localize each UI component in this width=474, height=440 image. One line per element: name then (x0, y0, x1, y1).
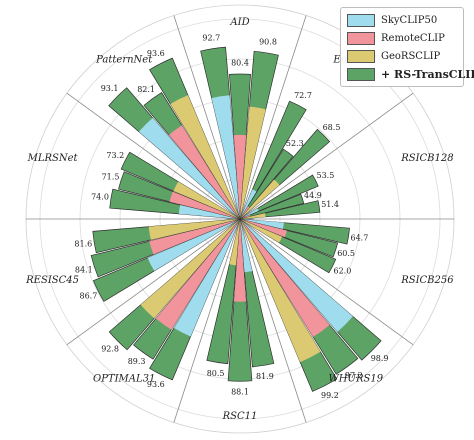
value-label: 52.3 (286, 139, 304, 148)
bar-remoteclip (240, 219, 330, 337)
value-label: 60.5 (337, 249, 355, 258)
bar-skyclip50 (211, 95, 240, 219)
bar-remoteclip (169, 191, 240, 219)
bar-georsclip (148, 219, 240, 240)
bar-georsclip (229, 219, 240, 266)
sector-spoke (239, 15, 307, 220)
value-label: 93.1 (101, 84, 119, 93)
bar-rs-transclip (239, 100, 307, 220)
bar-georsclip (240, 179, 280, 219)
value-label: 82.1 (137, 85, 155, 94)
category-label: RSC11 (222, 411, 258, 422)
legend-item-georsclip: GeoRSCLIP (347, 47, 457, 65)
bar-remoteclip (149, 219, 240, 255)
legend-swatch (347, 31, 375, 45)
sector-spoke (66, 92, 241, 220)
sector-spoke (66, 218, 241, 346)
value-label: 51.4 (321, 200, 339, 209)
bar-remoteclip (168, 125, 240, 219)
bar-remoteclip (233, 219, 247, 302)
legend-swatch (347, 49, 375, 63)
value-label: 86.7 (79, 292, 97, 301)
category-label: OPTIMAL31 (93, 373, 155, 384)
value-label: 92.8 (101, 344, 119, 353)
value-label: 74.0 (91, 192, 109, 201)
legend-item-skyclip50: SkyCLIP50 (347, 11, 457, 29)
bar-skyclip50 (240, 219, 353, 332)
value-label: 90.8 (259, 37, 277, 46)
value-label: 53.5 (316, 171, 334, 180)
bar-georsclip (140, 219, 240, 319)
legend-item-remoteclip: RemoteCLIP (347, 29, 457, 47)
bar-georsclip (240, 219, 321, 363)
bar-georsclip (173, 181, 240, 219)
bar-skyclip50 (147, 219, 240, 271)
legend-item-rs-transclip: + RS-TransCLIP (347, 65, 474, 83)
bar-georsclip (240, 219, 283, 243)
value-label: 68.5 (323, 123, 341, 132)
bar-skyclip50 (174, 219, 240, 337)
value-label: 71.5 (102, 172, 120, 181)
value-label: 99.2 (321, 391, 339, 400)
legend-swatch (347, 67, 375, 81)
legend-label: RemoteCLIP (381, 32, 445, 44)
category-label: RSICB128 (400, 153, 453, 164)
legend: SkyCLIP50 RemoteCLIP GeoRSCLIP + RS-Tran… (340, 7, 474, 87)
value-label: 97.2 (345, 371, 363, 380)
bar-remoteclip (240, 215, 251, 219)
value-label: 80.5 (207, 369, 225, 378)
value-label: 93.6 (147, 380, 165, 389)
legend-label: SkyCLIP50 (381, 14, 438, 26)
bar-georsclip (240, 213, 266, 219)
value-label: 92.7 (202, 33, 220, 42)
value-label: 73.2 (106, 151, 124, 160)
legend-swatch (347, 13, 375, 27)
bar-remoteclip (233, 134, 247, 219)
value-label: 44.9 (304, 191, 322, 200)
sector-spoke (239, 92, 414, 220)
category-label: WHURS19 (329, 373, 384, 384)
bar-remoteclip (155, 219, 240, 330)
bar-skyclip50 (240, 208, 259, 219)
bar-skyclip50 (240, 189, 257, 219)
category-label: RSICB256 (400, 275, 454, 286)
value-label: 72.7 (294, 91, 312, 100)
sector-spoke (239, 218, 414, 346)
value-label: 88.1 (231, 388, 249, 397)
value-label: 84.1 (75, 265, 93, 274)
bar-rs-transclip (239, 148, 294, 220)
bar-skyclip50 (138, 117, 240, 219)
bar-rs-transclip (239, 193, 305, 220)
legend-label: + RS-TransCLIP (381, 67, 474, 81)
category-label: AID (229, 17, 249, 28)
value-label: 81.9 (256, 372, 274, 381)
value-label: 93.6 (147, 49, 165, 58)
value-label: 89.3 (128, 357, 146, 366)
bar-rs-transclip (239, 174, 319, 220)
bar-skyclip50 (240, 219, 253, 273)
category-label: MLRSNet (27, 153, 79, 164)
value-label: 81.6 (74, 239, 92, 248)
bar-georsclip (240, 106, 266, 219)
value-label: 80.4 (231, 59, 249, 68)
sector-spoke (239, 218, 307, 423)
category-label: PatternNet (95, 55, 153, 66)
bar-georsclip (170, 95, 240, 219)
sector-spoke (173, 218, 241, 423)
value-label: 62.0 (333, 267, 351, 276)
sector-spoke (173, 15, 241, 220)
value-label: 98.9 (371, 354, 389, 363)
legend-label: GeoRSCLIP (381, 50, 441, 62)
category-label: RESISC45 (25, 275, 79, 286)
value-label: 64.7 (350, 233, 368, 242)
